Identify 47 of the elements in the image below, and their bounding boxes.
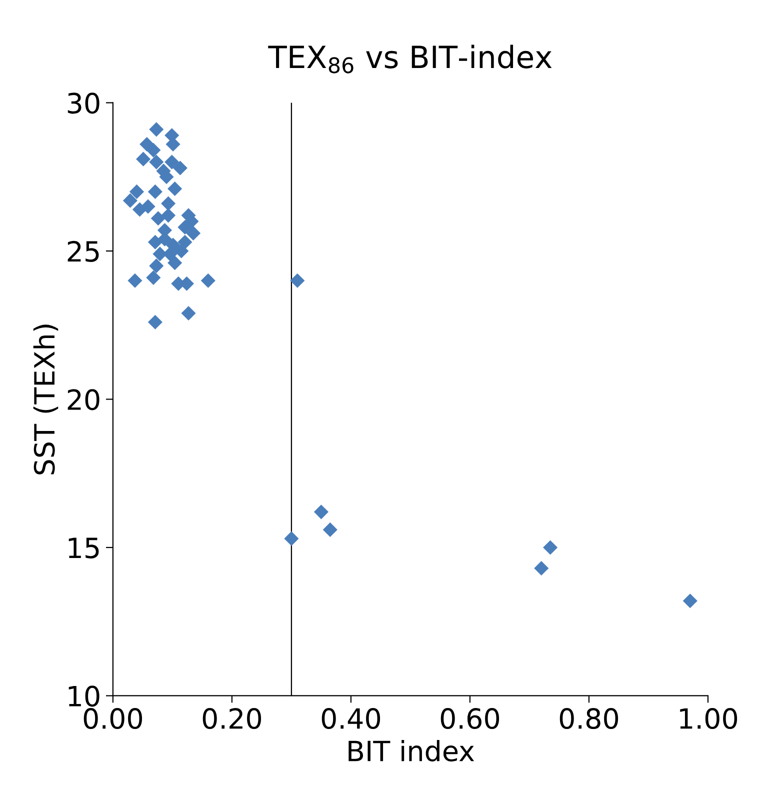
point — [534, 560, 549, 576]
y-tick-label: 10 — [68, 686, 100, 707]
x-tick-label: 0.20 — [202, 708, 262, 730]
point — [290, 273, 305, 288]
point — [284, 531, 299, 546]
point — [322, 522, 338, 537]
point — [174, 244, 189, 258]
point — [148, 234, 162, 250]
point — [314, 504, 328, 520]
point — [146, 270, 161, 285]
x-tick-label: 0.00 — [84, 708, 142, 730]
point — [178, 234, 192, 250]
x-tick-label: 0.80 — [560, 708, 618, 730]
point — [168, 181, 182, 196]
point — [146, 142, 161, 158]
point — [543, 540, 558, 555]
point — [149, 122, 164, 137]
point — [160, 196, 176, 211]
y-tick-label: 20 — [68, 389, 100, 410]
point — [149, 258, 164, 274]
point — [122, 193, 138, 208]
y-tick-label: 25 — [68, 240, 99, 262]
point — [148, 184, 162, 199]
point — [186, 226, 201, 240]
chart-title: TEX$_{86}$ vs BIT-index — [268, 44, 552, 74]
point — [150, 211, 166, 226]
point — [172, 160, 188, 176]
point — [149, 154, 164, 170]
point — [128, 273, 142, 288]
y-tick-label: 15 — [68, 538, 99, 558]
x-tick-label: 0.40 — [322, 708, 380, 730]
point — [178, 220, 192, 235]
point — [682, 594, 698, 608]
y-tick-label: 30 — [68, 92, 100, 114]
point — [164, 154, 180, 170]
x-tick-label: 0.60 — [440, 708, 500, 730]
x-axis-title: BIT index — [348, 740, 474, 762]
point — [129, 184, 144, 199]
point — [160, 208, 176, 223]
point — [168, 256, 182, 270]
point — [148, 314, 162, 330]
x-tick-label: 1.00 — [680, 708, 738, 730]
y-axis-title: SST (TEXh) — [33, 324, 58, 474]
point — [200, 273, 216, 288]
point — [140, 199, 156, 214]
point — [181, 306, 196, 321]
point — [136, 152, 151, 166]
